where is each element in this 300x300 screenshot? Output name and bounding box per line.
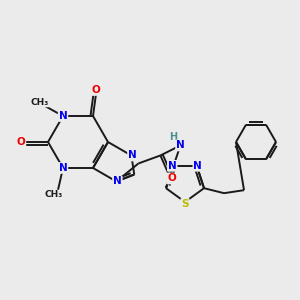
Text: O: O: [16, 137, 26, 147]
Text: N: N: [194, 161, 202, 171]
Text: O: O: [167, 173, 176, 184]
Text: H: H: [169, 133, 177, 142]
Text: CH₃: CH₃: [45, 190, 63, 200]
Text: CH₃: CH₃: [31, 98, 49, 106]
Text: S: S: [181, 199, 189, 209]
Text: N: N: [168, 161, 177, 171]
Text: N: N: [58, 163, 68, 173]
Text: N: N: [128, 151, 137, 160]
Text: N: N: [113, 176, 122, 187]
Text: N: N: [58, 111, 68, 121]
Text: O: O: [92, 85, 100, 95]
Text: N: N: [176, 140, 185, 151]
